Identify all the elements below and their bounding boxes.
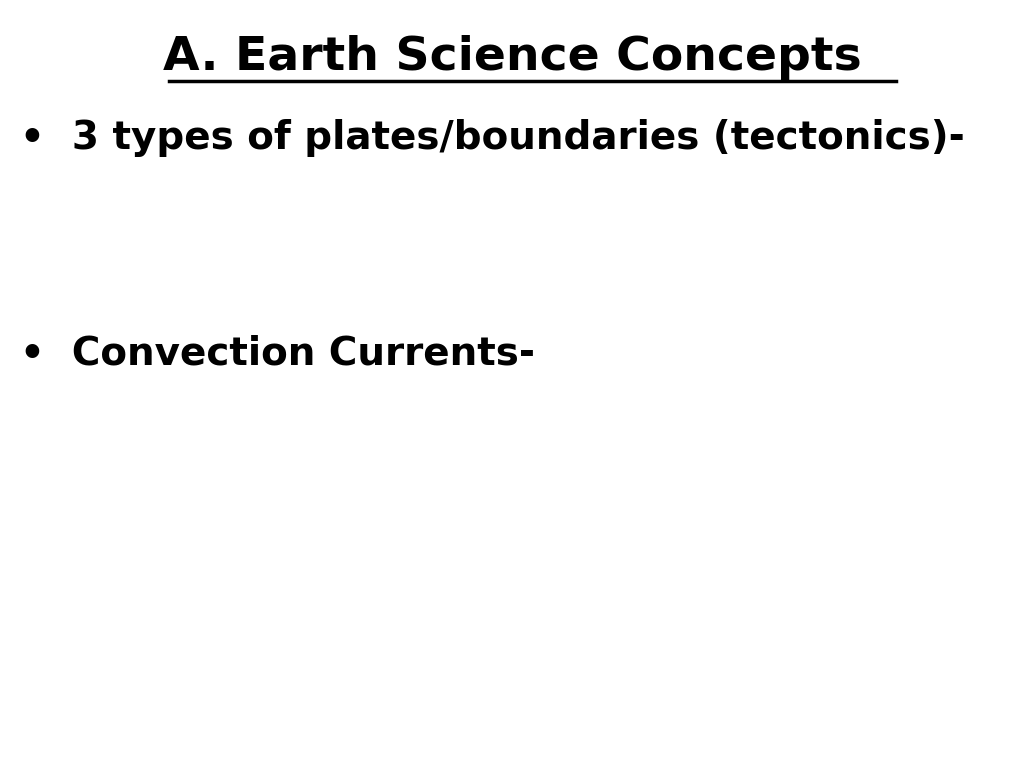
Text: •  Convection Currents-: • Convection Currents- — [20, 334, 536, 372]
Text: A. Earth Science Concepts: A. Earth Science Concepts — [163, 35, 861, 80]
Text: •  3 types of plates/boundaries (tectonics)-: • 3 types of plates/boundaries (tectonic… — [20, 119, 966, 157]
